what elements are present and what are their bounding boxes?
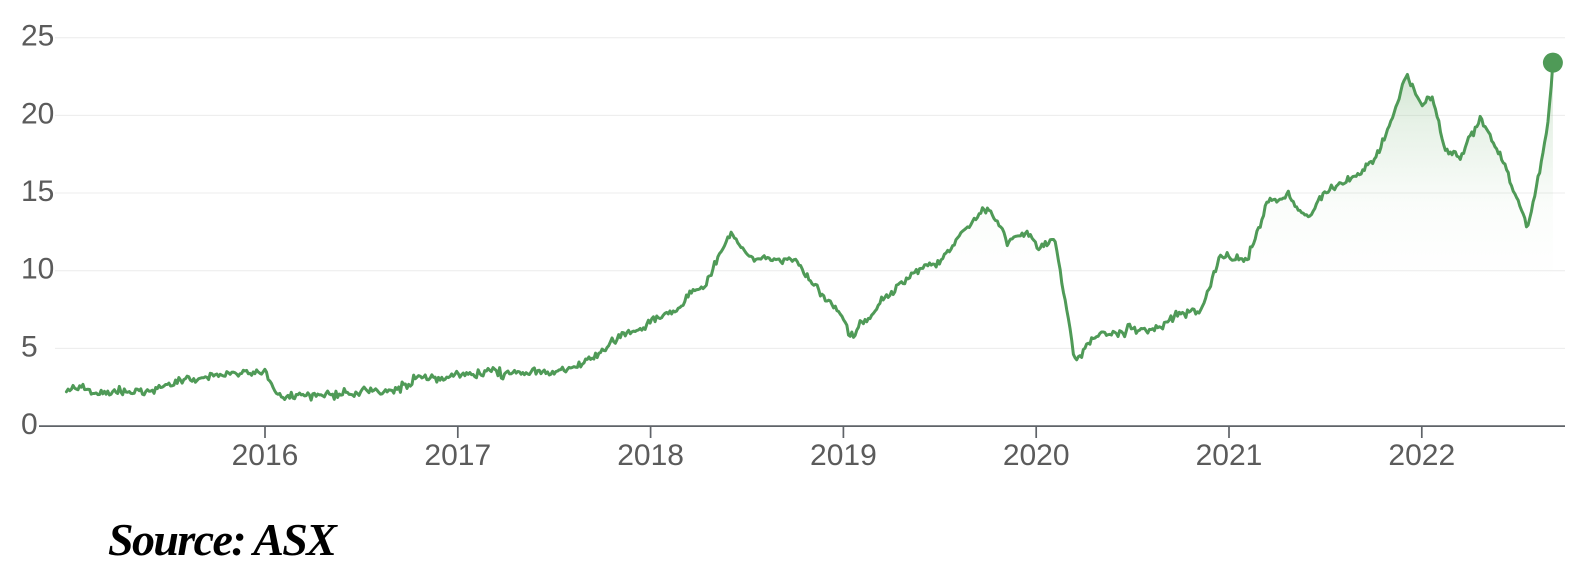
svg-text:5: 5 (21, 330, 38, 363)
svg-text:20: 20 (21, 97, 54, 130)
svg-text:2019: 2019 (810, 439, 877, 472)
svg-text:25: 25 (21, 20, 54, 53)
svg-text:2022: 2022 (1388, 439, 1455, 472)
svg-text:15: 15 (21, 175, 54, 208)
svg-text:2016: 2016 (232, 439, 299, 472)
svg-text:10: 10 (21, 253, 54, 286)
svg-text:2018: 2018 (617, 439, 684, 472)
svg-text:2021: 2021 (1196, 439, 1263, 472)
svg-text:2020: 2020 (1003, 439, 1070, 472)
svg-text:0: 0 (21, 408, 38, 441)
svg-text:2017: 2017 (424, 439, 491, 472)
